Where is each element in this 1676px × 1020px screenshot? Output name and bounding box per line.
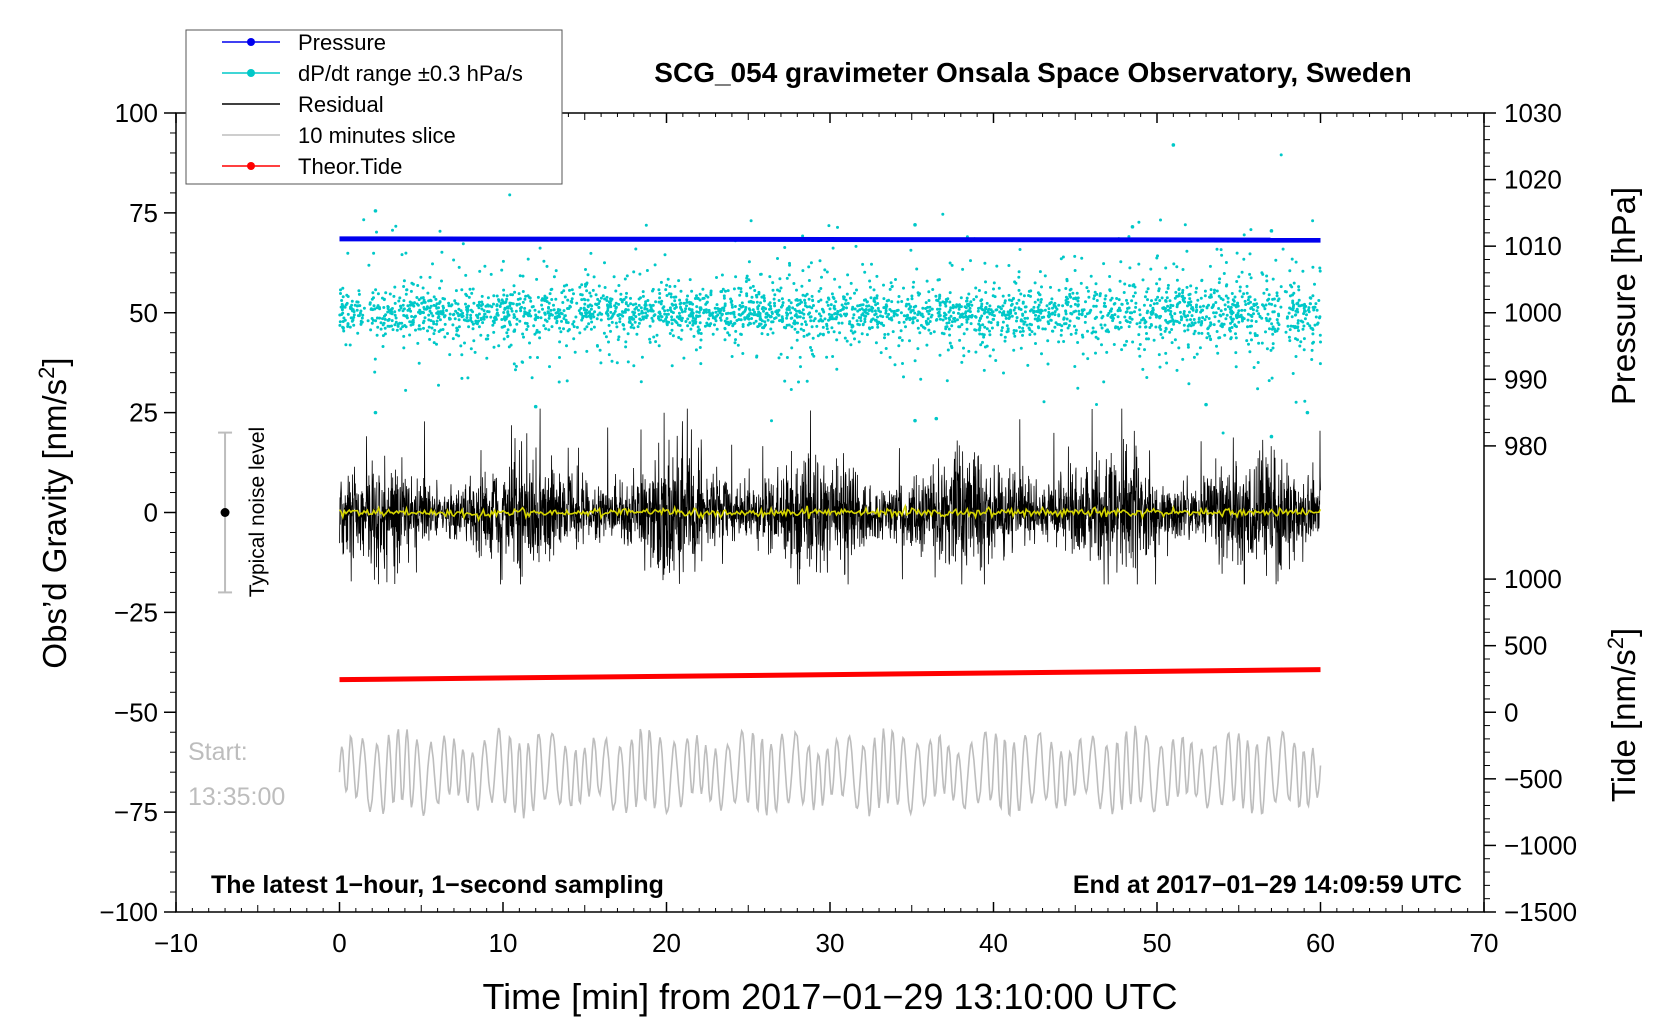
y-tick-label: −50	[114, 697, 158, 727]
y-tick-label: −25	[114, 597, 158, 627]
x-tick-label: 60	[1306, 928, 1335, 958]
y-tick-label: −75	[114, 797, 158, 827]
dpdt-series	[338, 143, 1323, 439]
bottom-right-note: End at 2017−01−29 14:09:59 UTC	[1073, 871, 1462, 899]
pressure-tick-label: 980	[1504, 431, 1547, 461]
tide-tick-label: 1000	[1504, 564, 1562, 594]
pressure-series	[339, 236, 1321, 243]
slice-series	[338, 725, 1322, 819]
residual-line	[339, 408, 1321, 585]
dpdt-outlier	[373, 410, 378, 415]
y-tick-label: 100	[115, 98, 158, 128]
x-tick-label: 10	[489, 928, 518, 958]
tide-line	[339, 667, 1321, 683]
y-tick-label: −100	[99, 897, 158, 927]
legend-marker	[247, 69, 255, 77]
legend-label: 10 minutes slice	[298, 123, 456, 148]
y-axis-label-tide: Tide [nm/s2]	[1603, 628, 1642, 802]
dpdt-outlier	[1269, 229, 1274, 233]
y-axis-tide: 1000 500 0 −500 −1000 −1500	[1484, 564, 1577, 927]
x-tick-label: 20	[652, 928, 681, 958]
legend-label: Pressure	[298, 30, 386, 55]
tide-tick-label: −1500	[1504, 897, 1577, 927]
tide-tick-label: 0	[1504, 697, 1518, 727]
residual-smoothed-line	[338, 503, 1322, 523]
dpdt-outlier	[1204, 402, 1208, 407]
dpdt-points	[338, 153, 1323, 435]
noise-bar-center	[220, 508, 230, 517]
tide-tick-label: 500	[1504, 631, 1547, 661]
pressure-tick-label: 990	[1504, 364, 1547, 394]
residual-series	[338, 408, 1322, 585]
x-axis-label: Time [min] from 2017−01−29 13:10:00 UTC	[482, 976, 1177, 1017]
start-label: Start:	[188, 738, 248, 766]
x-tick-label: 30	[816, 928, 845, 958]
x-tick-label: 50	[1143, 928, 1172, 958]
legend-box	[185, 29, 563, 185]
noise-bar	[218, 431, 233, 594]
x-axis: −10 0 10 20 30 40 50 60 70	[154, 113, 1499, 958]
pressure-tick-label: 1030	[1504, 98, 1562, 128]
y-axis-label-left: Obs’d Gravity [nm/s2]	[34, 357, 73, 668]
legend-marker	[247, 162, 255, 170]
bottom-left-note: The latest 1−hour, 1−second sampling	[211, 871, 664, 899]
dpdt-outlier	[913, 223, 917, 227]
pressure-line	[339, 236, 1321, 243]
legend-label: Residual	[298, 92, 384, 117]
tide-series	[339, 667, 1321, 683]
start-time: 13:35:00	[188, 783, 285, 811]
tide-tick-label: −1000	[1504, 830, 1577, 860]
y-axis-pressure: 1030 1020 1010 1000 990 980	[1484, 98, 1562, 461]
legend: Pressure dP/dt range ±0.3 hPa/s Residual 10…	[185, 29, 563, 185]
y-axis-left: 100 75 50 25 0 −25 −50 −75 −100	[99, 98, 176, 927]
dpdt-outlier	[1171, 143, 1176, 147]
legend-label: Theor.Tide	[298, 154, 402, 179]
y-tick-label: 75	[129, 198, 158, 228]
dpdt-outlier	[1269, 434, 1274, 439]
pressure-tick-label: 1020	[1504, 165, 1562, 195]
legend-marker	[247, 38, 255, 46]
x-tick-label: 40	[979, 928, 1008, 958]
dpdt-outlier	[1305, 410, 1310, 415]
y-tick-label: 25	[129, 398, 158, 428]
y-tick-label: 50	[129, 298, 158, 328]
tide-tick-label: −500	[1504, 764, 1563, 794]
x-tick-label: −10	[154, 928, 198, 958]
dpdt-outlier	[373, 209, 378, 213]
pressure-tick-label: 1010	[1504, 231, 1562, 261]
noise-label: Typical noise level	[246, 427, 269, 597]
legend-label: dP/dt range ±0.3 hPa/s	[298, 61, 523, 86]
y-axis-label-pressure: Pressure [hPa]	[1605, 187, 1642, 405]
slice-line	[338, 725, 1322, 819]
chart-title: SCG_054 gravimeter Onsala Space Observat…	[654, 57, 1411, 88]
x-tick-label: 0	[332, 928, 346, 958]
y-tick-label: 0	[144, 498, 158, 528]
dpdt-outlier	[1130, 225, 1135, 229]
pressure-tick-label: 1000	[1504, 298, 1562, 328]
dpdt-outlier	[533, 404, 538, 409]
dpdt-outlier	[913, 418, 917, 423]
dpdt-outlier	[934, 416, 939, 421]
x-tick-label: 70	[1470, 928, 1499, 958]
